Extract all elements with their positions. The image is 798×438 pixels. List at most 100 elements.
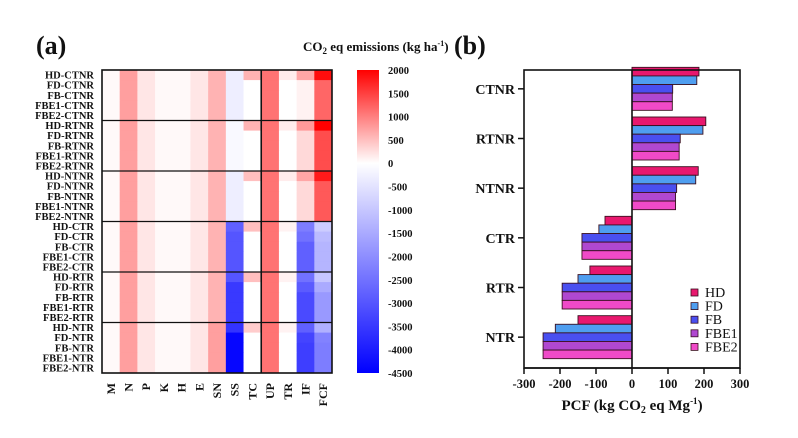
legend-label-fd: FD [705,300,723,315]
heatmap-cell [261,282,280,293]
heatmap-cell [278,70,298,81]
heatmap-cell [314,130,333,142]
heatmap-cell [155,251,174,263]
heatmap-cell [102,211,121,222]
bar-fbe2-ntr [542,349,633,360]
heatmap-cell [261,160,280,172]
heatmap-cell [102,261,121,273]
heatmap-cell [102,342,121,354]
heatmap-cell [172,342,191,354]
bar-fd-ntnr [631,174,697,185]
heatmap-cell [155,231,174,243]
heatmap-cell [137,342,156,354]
heatmap-column-label: TC [245,383,259,400]
colorbar-gradient [357,70,379,373]
heatmap-cell [278,332,298,344]
heatmap-cell [119,130,138,142]
legend-swatch-fd [690,302,699,311]
heatmap-cell [172,362,191,374]
heatmap-cell [225,241,244,253]
heatmap-cell [208,171,227,182]
heatmap-cell [225,302,244,313]
heatmap-cell [155,362,174,374]
heatmap-cell [172,80,191,91]
colorbar-tick-label: -500 [388,183,407,194]
heatmap-cell [137,120,156,131]
heatmap-cell [208,322,227,333]
heatmap-cell [172,261,191,273]
heatmap-cell [155,120,174,131]
heatmap-row-label: FB-NTNR [47,192,94,203]
heatmap-cell [314,332,333,344]
heatmap-cell [225,181,244,192]
heatmap-cell [119,362,138,374]
heatmap-cell [278,201,298,212]
heatmap-cell [314,191,333,202]
heatmap-cell [119,211,138,222]
heatmap-cell [155,342,174,354]
heatmap-cell [172,282,191,293]
heatmap-row-label: FD-RTR [55,283,95,294]
heatmap-cell [172,160,191,172]
heatmap-cell [225,70,244,81]
heatmap-cell [155,100,174,111]
heatmap-cell [314,211,333,222]
heatmap-cell [155,261,174,273]
heatmap-cell [208,342,227,354]
heatmap-cell [119,221,138,232]
heatmap-cell [243,90,262,101]
heatmap-cell [278,100,298,111]
heatmap-cell [172,171,191,182]
heatmap-cell [261,292,280,303]
bar-x-tick-label: 0 [629,377,635,391]
heatmap-cell [261,241,280,253]
heatmap-cell [296,100,315,111]
heatmap-cell [314,322,333,333]
heatmap-cell [172,181,191,192]
heatmap-row-label: FB-CTR [55,242,95,253]
heatmap-cell [102,312,121,323]
bar-category-label: CTNR [475,83,516,98]
heatmap-cell [190,251,209,263]
heatmap-row-label: FD-CTNR [47,81,95,92]
bar-x-axis-label: PCF (kg CO2 eq Mg-1) [561,396,702,416]
heatmap-cell [172,150,191,162]
heatmap-cell [243,150,262,162]
heatmap-cell [190,211,209,222]
heatmap-cell [190,282,209,293]
heatmap-cell [155,110,174,121]
bar-fd-rtr [577,274,633,284]
heatmap-row-label: FBE2-NTR [43,363,95,374]
heatmap-cell [137,332,156,344]
heatmap-cell [102,90,121,101]
heatmap-cell [243,70,262,81]
heatmap-cell [137,80,156,91]
heatmap-cell [261,100,280,111]
heatmap-cell [296,140,315,152]
heatmap-column-label: E [192,383,206,391]
colorbar-tick-label: 1000 [388,113,409,124]
heatmap-cell [225,130,244,142]
heatmap-cell [243,231,262,243]
heatmap-cell [208,221,227,232]
bar-category-labels: CTNR RTNR NTNR CTR RTR NTR [475,83,524,346]
bar-fbe2-ntnr [631,200,677,211]
heatmap-cell [172,241,191,253]
heatmap-cell [314,292,333,303]
heatmap-cell [243,322,262,333]
heatmap-cell [278,181,298,192]
heatmap-cell [119,292,138,303]
heatmap-cell [314,140,333,152]
heatmap-cell [137,302,156,313]
heatmap-cell [190,231,209,243]
bar-category-label: RTNR [476,133,516,148]
heatmap-cell [190,332,209,344]
bar-fd-ctr [598,224,633,234]
heatmap-cell [278,322,298,333]
heatmap-cell [155,80,174,91]
heatmap-row-label: FBE2-RTR [43,313,94,324]
heatmap-cell [296,282,315,293]
heatmap-cell [278,342,298,354]
legend-label-fb: FB [705,313,722,328]
heatmap-cell [296,171,315,182]
